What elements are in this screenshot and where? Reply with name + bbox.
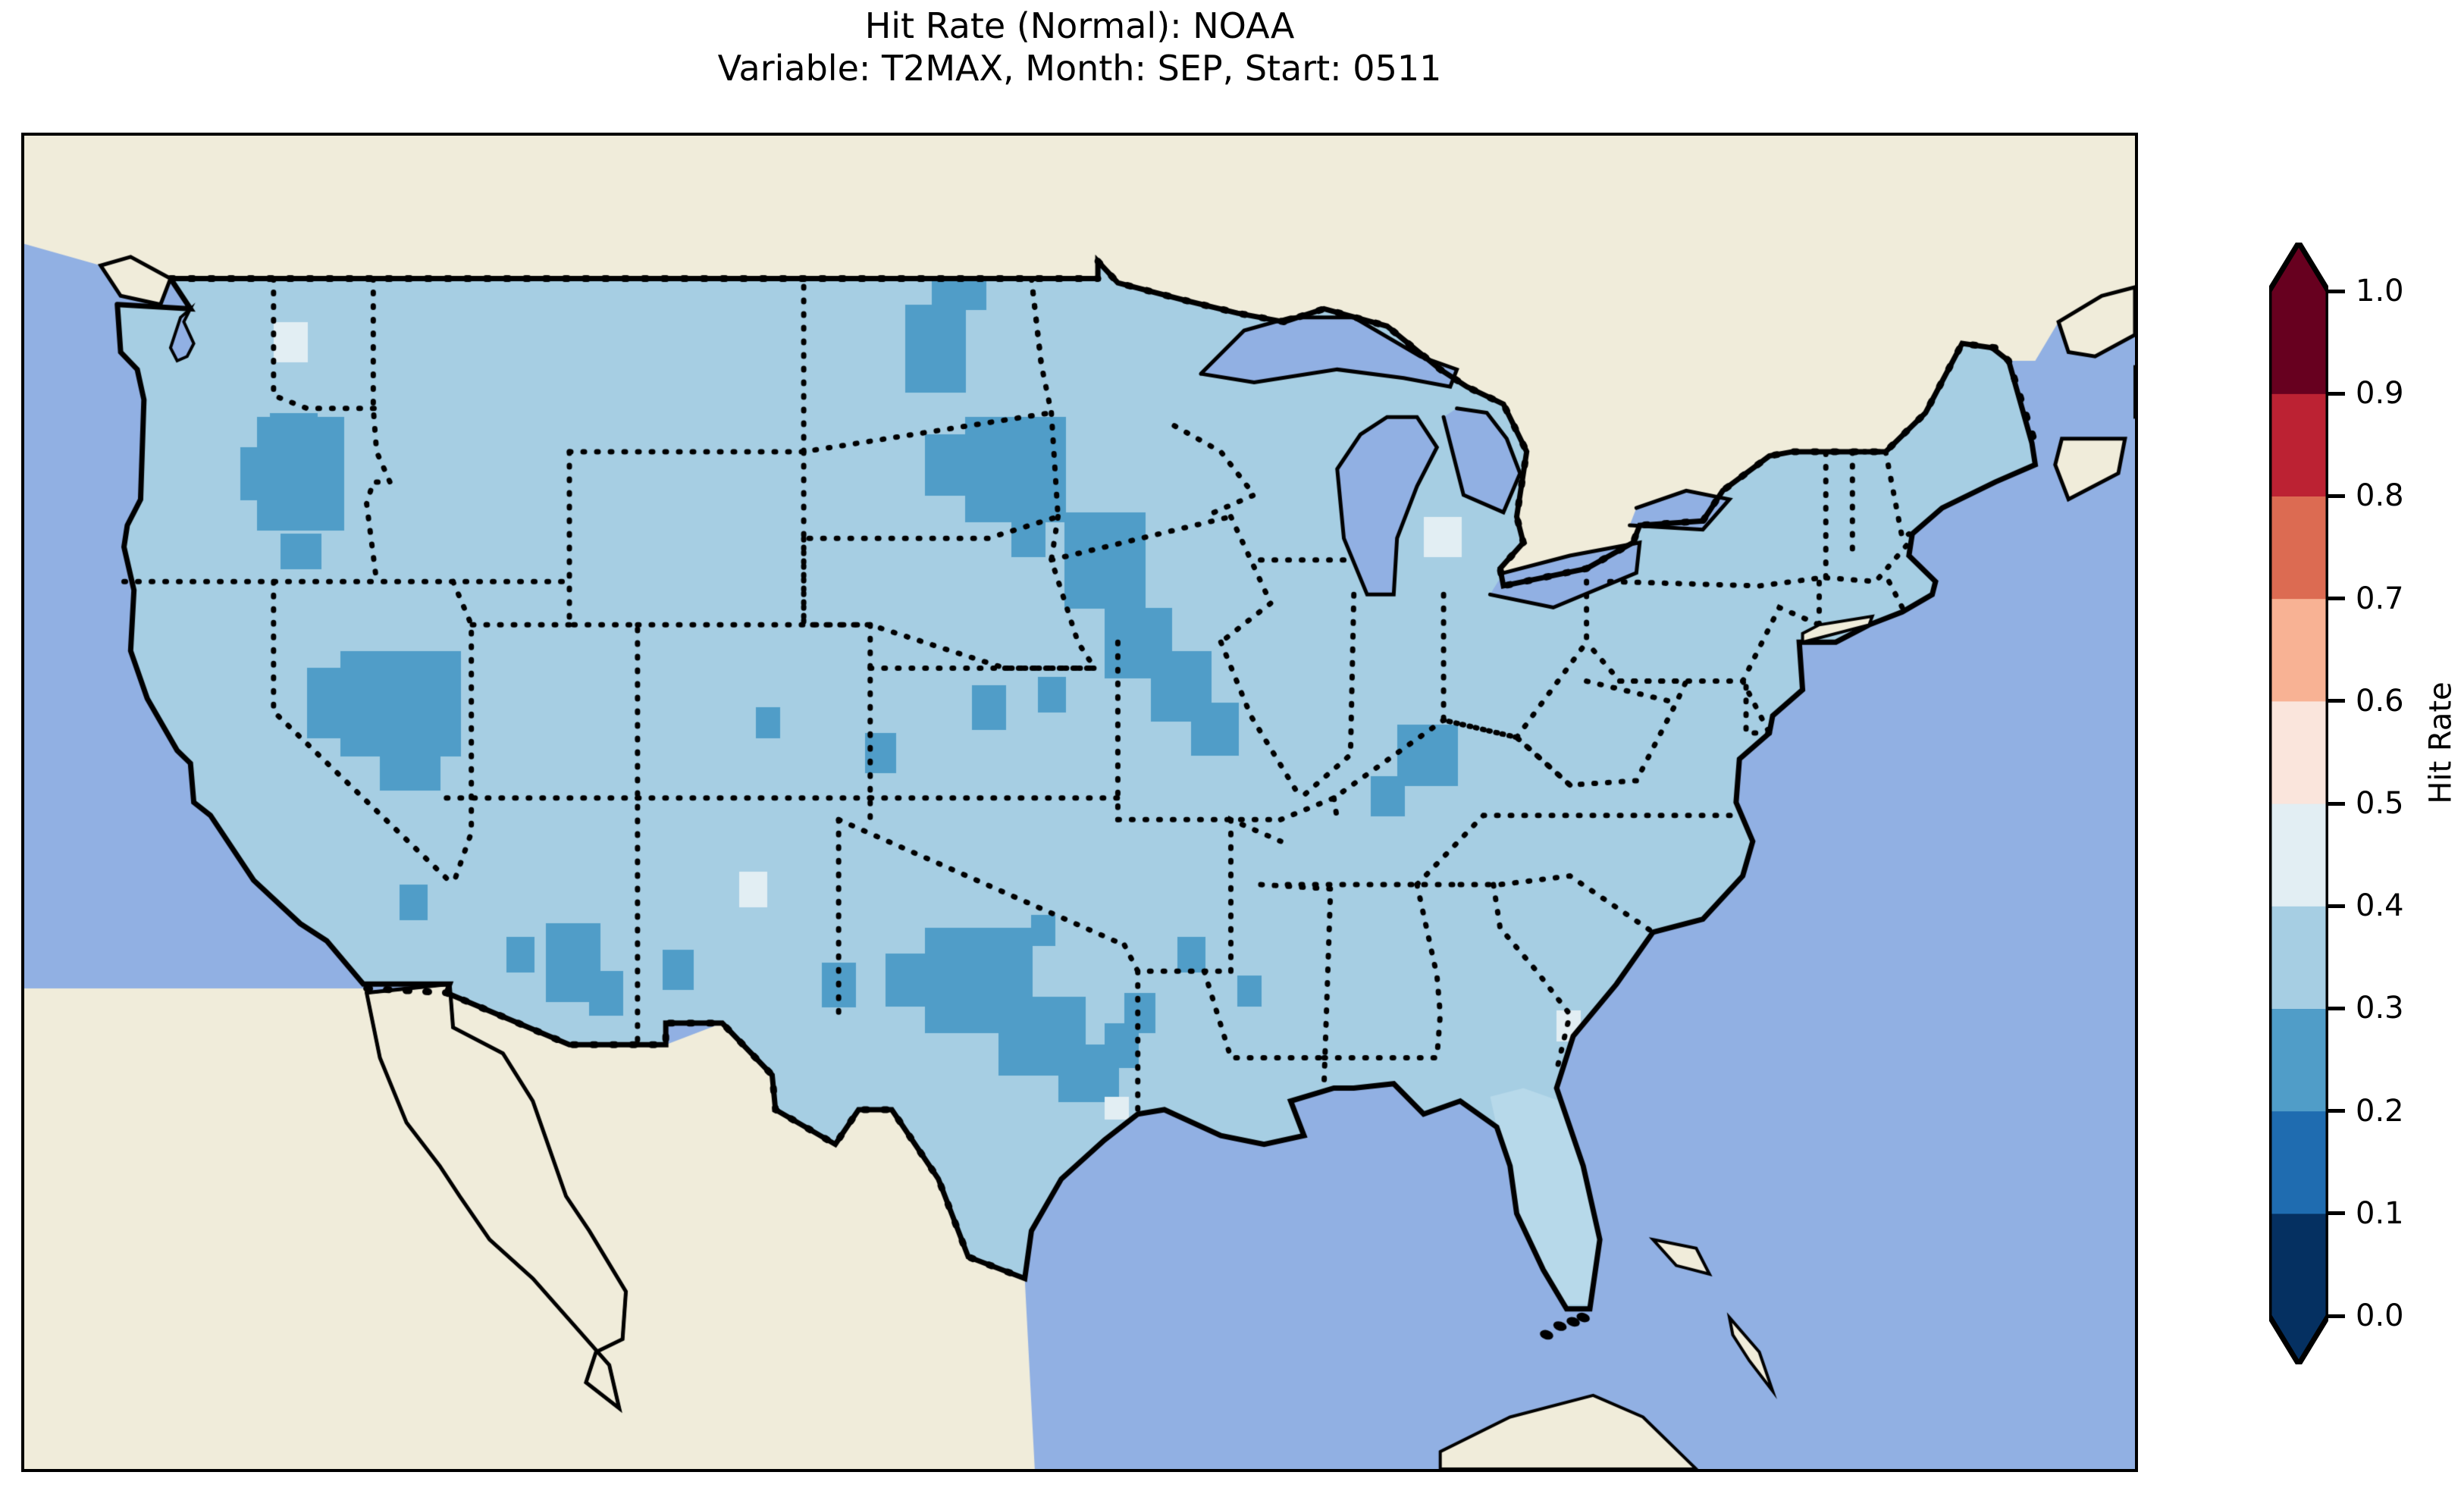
colorbar-tick: 0.1 [2328,1198,2404,1229]
colorbar-tick: 0.4 [2328,891,2404,921]
title-line-primary: Hit Rate (Normal): NOAA [864,5,1295,46]
colorbar-gradient [2269,243,2328,1364]
colorbar-tick: 0.0 [2328,1301,2404,1331]
title-line-secondary: Variable: T2MAX, Month: SEP, Start: 0511 [717,48,1442,89]
colorbar-ticks: 1.0 0.9 0.8 0.7 0.6 0.5 0.4 0.3 0.2 0.1 0.0 [2328,243,2464,1364]
colorbar-tick-label: 0.3 [2356,991,2404,1026]
colorbar-tick-label: 0.5 [2356,786,2404,821]
colorbar-tick-mark [2328,1211,2345,1216]
colorbar-tick: 1.0 [2328,276,2404,306]
colorbar [2269,243,2328,1364]
colorbar-tick-mark [2328,1006,2345,1010]
colorbar-tick: 0.2 [2328,1096,2404,1126]
colorbar-tick: 0.6 [2328,686,2404,716]
colorbar-axis-label-text: Hit Rate [2424,681,2459,804]
colorbar-tick-mark [2328,391,2345,396]
colorbar-tick-label: 0.0 [2356,1298,2404,1333]
colorbar-tick-label: 0.6 [2356,683,2404,719]
colorbar-tick-mark [2328,801,2345,806]
colorbar-tick-mark [2328,597,2345,601]
colorbar-tick-label: 1.0 [2356,274,2404,309]
colorbar-axis-label: Hit Rate [2419,622,2464,864]
colorbar-tick-label: 0.7 [2356,581,2404,616]
map-heatmap-canvas [24,136,2135,1469]
colorbar-tick: 0.7 [2328,584,2404,614]
colorbar-tick-label: 0.8 [2356,478,2404,514]
colorbar-tick-label: 0.2 [2356,1093,2404,1129]
colorbar-tick-label: 0.4 [2356,888,2404,924]
colorbar-tick-mark [2328,1109,2345,1113]
colorbar-tick-mark [2328,493,2345,498]
colorbar-tick: 0.3 [2328,993,2404,1023]
map-axes [21,133,2138,1472]
colorbar-tick-label: 0.1 [2356,1195,2404,1231]
figure-title: Hit Rate (Normal): NOAA Variable: T2MAX,… [0,5,2159,89]
colorbar-tick-mark [2328,289,2345,293]
colorbar-tick-mark [2328,1314,2345,1318]
colorbar-tick: 0.5 [2328,788,2404,819]
colorbar-tick-mark [2328,904,2345,908]
colorbar-tick-mark [2328,699,2345,703]
colorbar-tick-label: 0.9 [2356,376,2404,412]
colorbar-tick: 0.8 [2328,481,2404,511]
colorbar-tick: 0.9 [2328,378,2404,409]
